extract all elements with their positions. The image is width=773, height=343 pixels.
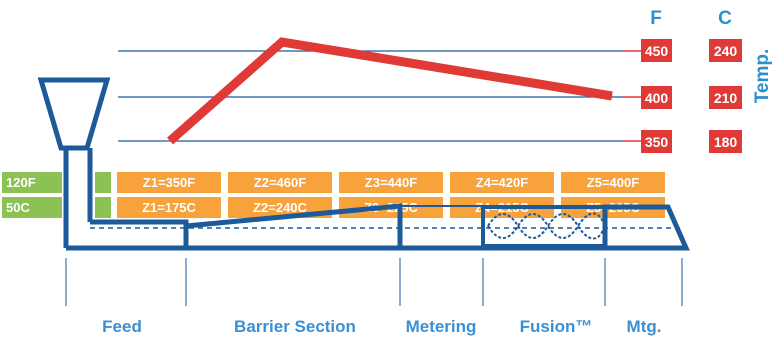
zone-4-f-box	[450, 172, 554, 193]
hopper-funnel	[37, 77, 111, 151]
temp-label-c-240: 240	[714, 43, 738, 59]
temperature-scale: 450 240 400 210 350 180	[641, 39, 742, 153]
zone-1-c-box	[117, 197, 221, 218]
section-label-mtg: Mtg.	[627, 317, 662, 336]
zone-2-f-box	[228, 172, 332, 193]
temperature-grid-lines	[118, 50, 641, 142]
zone-boxes: Z1=350F Z2=460F Z3=440F Z4=420F Z5=400F …	[117, 172, 665, 218]
feed-temp-c-box	[2, 197, 62, 218]
temp-box-c-240	[709, 39, 742, 62]
zone-1-f-box	[117, 172, 221, 193]
section-label-feed: Feed	[102, 317, 142, 336]
feed-temp-c-box-right	[95, 197, 111, 218]
temp-box-f-350	[641, 130, 672, 153]
celsius-header: C	[718, 8, 732, 29]
zone-3-f-label: Z3=440F	[365, 175, 417, 190]
temp-box-f-450	[641, 39, 672, 62]
fusion-wave-b	[487, 212, 604, 239]
zone-5-f-label: Z5=400F	[587, 175, 639, 190]
temp-axis-label: Temp.	[752, 49, 773, 104]
section-label-fusion: Fusion™	[520, 317, 593, 336]
section-dividers	[65, 258, 683, 306]
temp-label-f-400: 400	[645, 90, 669, 106]
zone-5-f-box	[561, 172, 665, 193]
zone-4-f-label: Z4=420F	[476, 175, 528, 190]
temp-label-c-180: 180	[714, 134, 738, 150]
zone-1-f-label: Z1=350F	[143, 175, 195, 190]
section-label-metering: Metering	[406, 317, 477, 336]
temp-box-c-210	[709, 86, 742, 109]
temperature-profile-line	[167, 37, 613, 145]
feed-temp-c: 50C	[6, 200, 30, 215]
zone-2-c-label: Z2=240C	[253, 200, 307, 215]
zone-2-f-label: Z2=460F	[254, 175, 306, 190]
feed-temp-f: 120F	[6, 175, 36, 190]
extruder-screw	[66, 203, 690, 251]
mtg-section-body	[602, 204, 690, 251]
section-label-barrier: Barrier Section	[234, 317, 356, 336]
hopper	[37, 77, 111, 248]
zone-3-f-box	[339, 172, 443, 193]
zone-1-c-label: Z1=175C	[142, 200, 196, 215]
temp-label-f-350: 350	[645, 134, 669, 150]
temp-box-c-180	[709, 130, 742, 153]
temp-label-c-210: 210	[714, 90, 738, 106]
fahrenheit-header: F	[650, 8, 662, 29]
screw-top-outline	[90, 219, 189, 226]
feed-temp-f-box-right	[95, 172, 111, 193]
feed-temp-f-box	[2, 172, 62, 193]
temp-label-f-450: 450	[645, 43, 669, 59]
temp-box-f-400	[641, 86, 672, 109]
fusion-wave-a	[487, 213, 604, 240]
